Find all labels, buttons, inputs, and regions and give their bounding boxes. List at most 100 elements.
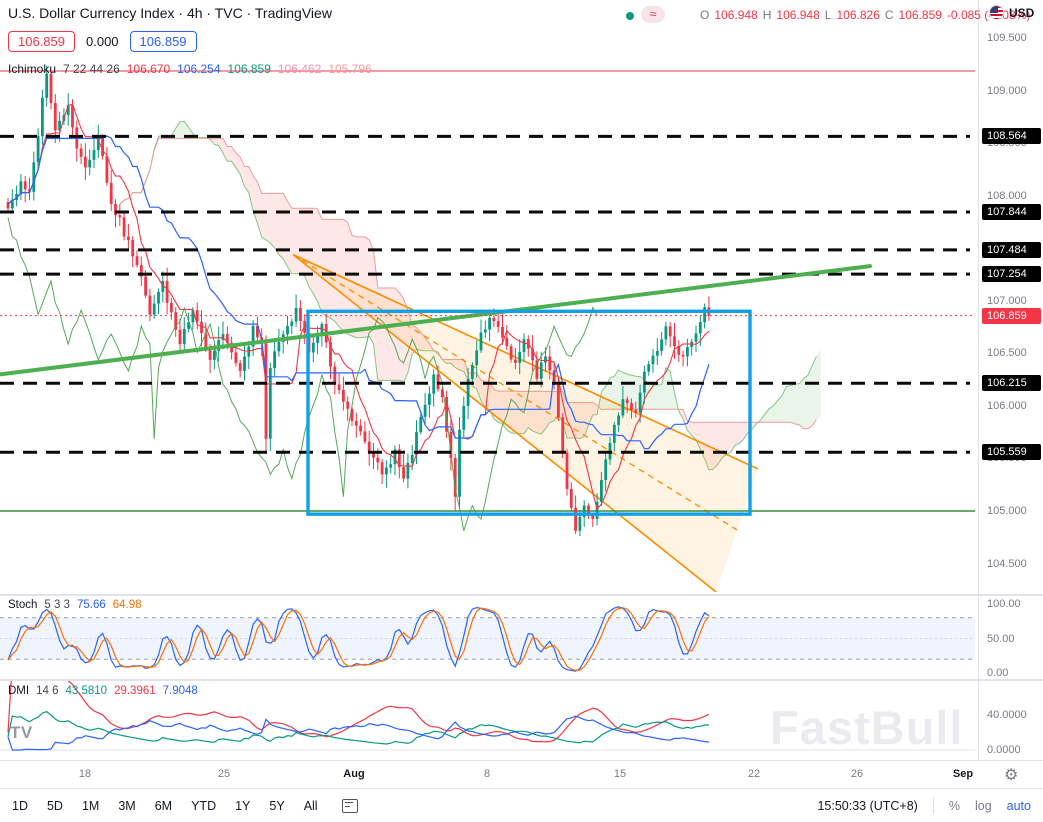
gear-icon[interactable]: ⚙ — [1004, 767, 1019, 784]
indicator-params: 7 22 44 26 — [63, 62, 120, 76]
toolbar-right: 15:50:33 (UTC+8) % log auto — [817, 797, 1031, 814]
price-tick: 105.000 — [987, 504, 1027, 517]
indicator-name: Stoch — [8, 599, 38, 611]
stoch-axis-label: 100.00 — [987, 598, 1021, 610]
current-price-badge: 106.859 — [982, 307, 1041, 324]
log-scale-button[interactable]: log — [974, 798, 992, 813]
price-level-badge: 107.844 — [982, 204, 1041, 221]
clock[interactable]: 15:50:33 (UTC+8) — [817, 798, 918, 813]
indicator-params: 5 3 3 — [44, 599, 70, 611]
high-label: H — [762, 8, 772, 22]
time-tick: 25 — [217, 768, 231, 780]
range-button-1y[interactable]: 1Y — [235, 798, 251, 813]
time-tick: Aug — [343, 768, 365, 780]
price-tick: 106.500 — [987, 347, 1027, 360]
range-button-all[interactable]: All — [303, 798, 318, 813]
indicator-values: 43.5810 29.3961 7.9048 — [65, 685, 197, 697]
buy-price-box[interactable]: 106.859 — [129, 31, 197, 52]
low-label: L — [824, 8, 832, 22]
time-tick: 15 — [613, 768, 627, 780]
bottom-toolbar: 1D 5D 1M 3M 6M YTD 1Y 5Y All 15:50:33 (UTC+8) % … — [0, 788, 1043, 822]
time-tick: 22 — [747, 768, 761, 780]
pane-separator[interactable] — [0, 679, 1043, 681]
indicator-name: Ichimoku — [8, 62, 57, 76]
ichimoku-legend[interactable]: Ichimoku 7 22 44 26 106.670 106.254 106.85… — [8, 62, 372, 76]
legend-value: 106.670 — [126, 62, 171, 76]
change-value: -0.085 (-0.08%) — [946, 8, 1031, 22]
price-tick: 109.000 — [987, 84, 1027, 97]
range-button-5y[interactable]: 5Y — [269, 798, 285, 813]
indicator-params: 14 6 — [36, 685, 59, 697]
dmi-legend[interactable]: DMI 14 6 43.5810 29.3961 7.9048 — [8, 685, 198, 697]
close-value: 106.859 — [898, 8, 942, 22]
price-scale[interactable]: 109.500109.000108.500108.000107.500107.0… — [978, 0, 1043, 760]
legend-value: 105.796 — [328, 62, 372, 76]
open-label: O — [700, 8, 710, 22]
stoch-axis-label: 0.00 — [987, 667, 1009, 679]
close-label: C — [884, 8, 894, 22]
price-tick: 109.500 — [987, 32, 1027, 44]
legend-value: 43.5810 — [65, 685, 108, 697]
legend-value: 64.98 — [112, 599, 142, 611]
price-tick: 108.000 — [987, 189, 1027, 202]
spread-value: 0.000 — [86, 34, 119, 49]
price-level-badge: 105.559 — [982, 444, 1041, 461]
indicator-values: 75.66 64.98 — [77, 599, 142, 611]
range-button-3m[interactable]: 3M — [118, 798, 136, 813]
open-value: 106.948 — [714, 8, 758, 22]
price-tick: 104.500 — [987, 557, 1027, 570]
legend-value: 29.3961 — [114, 685, 156, 697]
time-scale[interactable]: ⚙ 18 25 Aug 8 15 22 26 Sep — [0, 760, 1043, 788]
pane-separator[interactable] — [0, 594, 1043, 596]
tradingview-logo[interactable]: TV — [10, 723, 33, 742]
divider — [932, 797, 934, 814]
time-tick: 18 — [78, 768, 92, 780]
range-button-1d[interactable]: 1D — [12, 798, 28, 813]
range-button-ytd[interactable]: YTD — [191, 798, 217, 813]
range-button-1m[interactable]: 1M — [81, 798, 100, 813]
legend-value: 106.859 — [227, 62, 271, 76]
currency-label: USD — [1009, 5, 1035, 20]
indicator-values: 106.670 106.254 106.859 106.462 105.796 — [127, 62, 372, 76]
dmi-axis-label: 0.0000 — [987, 744, 1021, 756]
market-status-icon — [626, 12, 634, 20]
fastbull-watermark: FastBull — [770, 701, 964, 754]
time-tick: 26 — [850, 768, 864, 780]
time-tick: Sep — [952, 768, 974, 780]
high-value: 106.948 — [776, 8, 820, 22]
price-level-badge: 107.254 — [982, 266, 1041, 283]
range-button-6m[interactable]: 6M — [154, 798, 173, 813]
range-buttons: 1D 5D 1M 3M 6M YTD 1Y 5Y All — [12, 799, 318, 813]
legend-value: 106.462 — [277, 62, 322, 76]
dmi-axis-label: 40.0000 — [987, 709, 1027, 721]
percent-scale-button[interactable]: % — [948, 798, 960, 813]
price-level-badge: 107.484 — [982, 241, 1041, 258]
legend-value: 75.66 — [77, 599, 106, 611]
approx-price-badge[interactable]: ≈ — [641, 6, 665, 23]
price-level-badge: 108.564 — [982, 128, 1041, 145]
chart-title[interactable]: U.S. Dollar Currency Index · 4h · TVC · … — [8, 5, 332, 21]
currency-selector[interactable]: USD — [989, 5, 1034, 20]
sell-price-box[interactable]: 106.859 — [8, 31, 75, 52]
price-tick: 107.000 — [987, 294, 1027, 307]
us-flag-icon — [989, 5, 1004, 20]
price-level-badge: 106.215 — [982, 375, 1041, 392]
go-to-date-icon[interactable] — [341, 798, 358, 813]
legend-value: 106.254 — [177, 62, 221, 76]
low-value: 106.826 — [836, 8, 880, 22]
range-button-5d[interactable]: 5D — [46, 798, 63, 813]
main-pane — [0, 65, 975, 592]
price-tick: 106.000 — [987, 399, 1027, 412]
price-widgets: 106.859 0.000 106.859 — [8, 31, 197, 52]
dmi-pane — [0, 681, 975, 751]
legend-value: 7.9048 — [162, 685, 198, 697]
stoch-pane — [0, 606, 975, 672]
price-chart-canvas[interactable] — [0, 0, 978, 760]
stoch-legend[interactable]: Stoch 5 3 3 75.66 64.98 — [8, 599, 142, 611]
indicator-name: DMI — [8, 685, 30, 697]
time-tick: 8 — [483, 768, 491, 780]
ohlc-readout: O 106.948 H 106.948 L 106.826 C 106.859 -0.0… — [700, 8, 1030, 22]
auto-scale-button[interactable]: auto — [1006, 798, 1031, 813]
stoch-axis-label: 50.00 — [987, 632, 1015, 645]
